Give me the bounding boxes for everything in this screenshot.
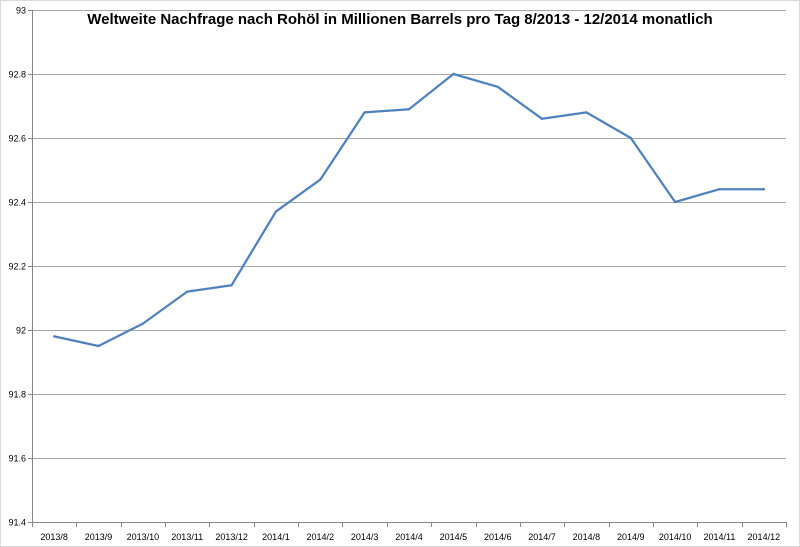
chart-title: Weltweite Nachfrage nach Rohöl in Millio…: [87, 11, 712, 28]
x-tick-labels: 2013/8 2013/9 2013/10 2013/11 2013/12 2014/1 2…: [40, 532, 780, 542]
data-point: [274, 210, 278, 213]
data-point: [319, 178, 322, 181]
x-tick-label: 2014/4: [395, 532, 423, 542]
x-tick-label: 2014/7: [528, 532, 556, 542]
x-tick-label: 2014/6: [484, 532, 512, 542]
data-point: [97, 344, 100, 348]
data-point: [363, 111, 366, 114]
data-point: [230, 284, 233, 287]
x-tick-label: 2013/12: [215, 532, 248, 542]
x-tick-label: 2014/5: [440, 532, 468, 542]
data-point: [496, 85, 499, 89]
x-tick-label: 2014/2: [307, 532, 335, 542]
data-point: [585, 111, 588, 114]
data-point: [141, 322, 145, 325]
x-tick-label: 2014/12: [748, 532, 781, 542]
x-tick-label: 2013/10: [127, 532, 160, 542]
y-tick-label: 91.6: [8, 454, 26, 464]
y-tick-label: 92.8: [8, 70, 26, 80]
data-point: [673, 200, 677, 204]
x-tick-label: 2014/8: [573, 532, 601, 542]
y-tick-labels: 91.4 91.6 91.8 92 92.2 92.4 92.6 92.8 93: [8, 6, 26, 528]
x-tick-label: 2014/9: [617, 532, 645, 542]
y-tick-label: 92.6: [8, 134, 26, 144]
gridlines: [32, 10, 786, 459]
data-point: [407, 108, 411, 111]
x-tick-label: 2014/1: [262, 532, 290, 542]
x-tick-label: 2013/11: [171, 532, 203, 542]
y-tick-label: 91.8: [8, 390, 26, 400]
x-tick-label: 2014/11: [704, 532, 736, 542]
y-tick-label: 92.4: [8, 198, 26, 208]
data-point: [718, 188, 721, 191]
x-tick-label: 2014/3: [351, 532, 379, 542]
y-tick-label: 92: [16, 326, 26, 336]
data-point: [629, 136, 632, 140]
data-point: [540, 117, 544, 121]
x-tick-label: 2013/9: [85, 532, 113, 542]
x-tick-label: 2014/10: [659, 532, 692, 542]
axes: [28, 10, 787, 527]
x-tick-label: 2013/8: [40, 532, 68, 542]
y-tick-label: 91.4: [8, 518, 26, 528]
y-tick-label: 92.2: [8, 262, 26, 272]
data-point: [452, 72, 455, 76]
y-tick-label: 93: [16, 6, 26, 16]
data-point: [186, 290, 189, 293]
series: [52, 72, 766, 348]
data-point: [762, 188, 766, 191]
data-point: [52, 335, 56, 338]
